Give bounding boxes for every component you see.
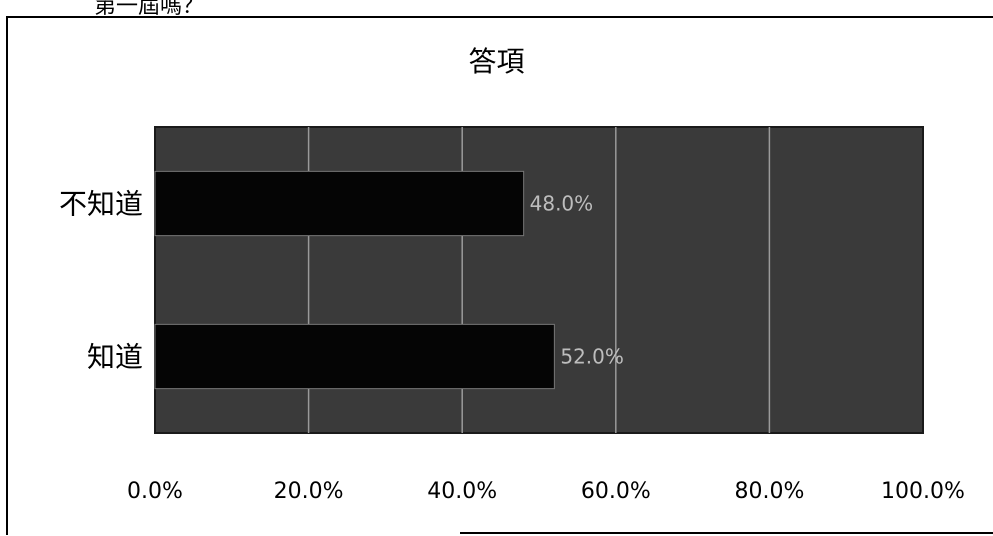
bar <box>154 170 525 237</box>
chart-frame <box>6 16 993 535</box>
x-tick-label: 40.0% <box>427 479 497 504</box>
x-tick-label: 100.0% <box>881 479 965 504</box>
category-label: 知道 <box>87 341 143 374</box>
x-tick-label: 60.0% <box>581 479 651 504</box>
data-label: 48.0% <box>530 192 594 216</box>
category-label: 不知道 <box>59 188 143 221</box>
x-tick-labels: 0.0% 20.0% 40.0% 60.0% 80.0% 100.0% <box>127 479 965 504</box>
bar <box>154 323 555 390</box>
x-tick-label: 80.0% <box>734 479 804 504</box>
data-label: 52.0% <box>560 345 624 369</box>
x-tick-label: 20.0% <box>274 479 344 504</box>
data-labels: 48.0% 52.0% <box>530 192 624 369</box>
chart-title: 答項 <box>468 45 525 78</box>
bars <box>154 170 555 390</box>
x-tick-label: 0.0% <box>127 479 183 504</box>
question-text-fragment: 第一屆嗎？ <box>94 0 205 19</box>
